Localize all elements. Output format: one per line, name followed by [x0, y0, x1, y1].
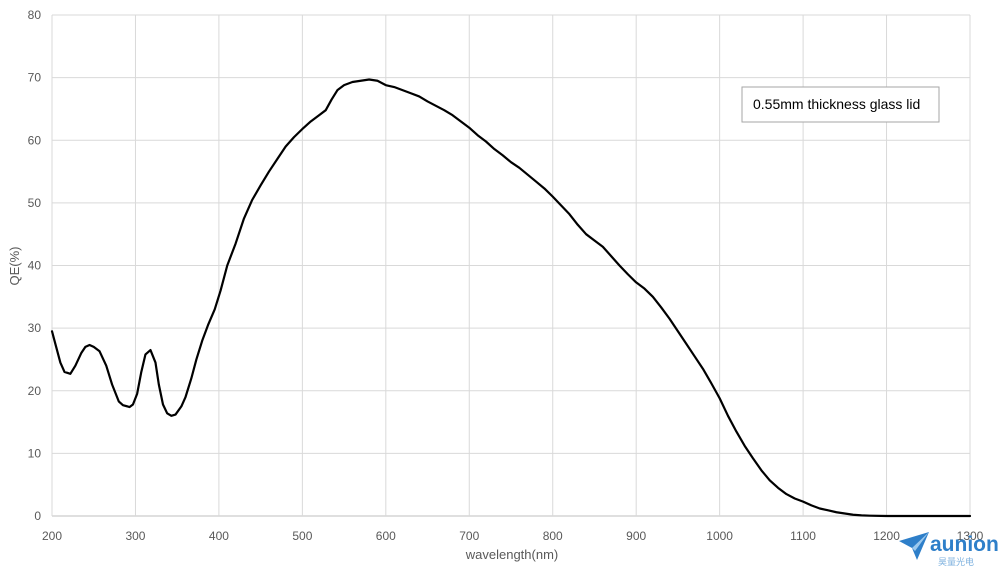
- x-tick-label: 1000: [706, 529, 733, 543]
- x-tick-labels: 200 300 400 500 600 700 800 900 1000 1100 1200 1300: [42, 529, 984, 543]
- y-tick-label: 70: [28, 71, 42, 85]
- x-tick-label: 600: [376, 529, 396, 543]
- watermark-logo: aunion 昊量光电: [899, 532, 999, 568]
- y-tick-labels: 0 10 20 30 40 50 60 70 80: [28, 8, 42, 523]
- y-tick-label: 80: [28, 8, 42, 22]
- y-tick-label: 0: [34, 509, 41, 523]
- x-tick-label: 300: [125, 529, 145, 543]
- y-axis-title: QE(%): [7, 247, 22, 286]
- watermark-logo-text: aunion: [930, 533, 999, 556]
- x-tick-label: 200: [42, 529, 62, 543]
- y-tick-label: 60: [28, 133, 42, 147]
- x-axis-title: wavelength(nm): [465, 547, 559, 562]
- x-tick-label: 1200: [873, 529, 900, 543]
- x-tick-label: 700: [459, 529, 479, 543]
- y-tick-label: 20: [28, 384, 42, 398]
- x-tick-label: 500: [292, 529, 312, 543]
- x-tick-label: 400: [209, 529, 229, 543]
- qe-series-line: [50, 78, 972, 518]
- x-tick-label: 1300: [957, 529, 984, 543]
- annotation-text: 0.55mm thickness glass lid: [753, 96, 920, 112]
- y-tick-label: 40: [28, 259, 42, 273]
- x-tick-label: 1100: [790, 529, 816, 543]
- y-tick-label: 10: [28, 446, 42, 460]
- y-tick-label: 30: [28, 321, 42, 335]
- paper-plane-icon: [899, 532, 929, 560]
- watermark-sub-text: 昊量光电: [938, 556, 974, 568]
- grid-lines: [51, 14, 971, 517]
- x-tick-label: 800: [543, 529, 563, 543]
- x-tick-label: 900: [626, 529, 646, 543]
- series-layer: [50, 78, 972, 518]
- y-tick-label: 50: [28, 196, 42, 210]
- annotation-box: 0.55mm thickness glass lid: [741, 86, 940, 123]
